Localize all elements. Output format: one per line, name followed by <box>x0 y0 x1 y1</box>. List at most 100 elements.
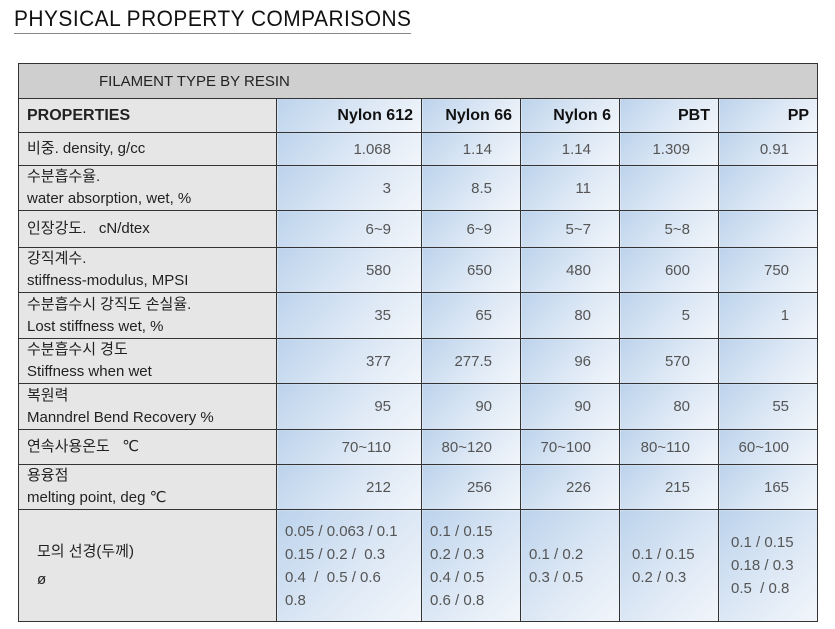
value-cell: 80 <box>619 383 719 430</box>
property-label-line: 수분흡수시 경도 <box>27 341 128 358</box>
diameter-value: 0.18 / 0.3 <box>731 557 794 574</box>
property-label-line: 수분흡수율. <box>27 168 101 185</box>
header-properties: PROPERTIES <box>18 98 277 133</box>
value-cell: 11 <box>520 165 620 211</box>
value-cell: 1.068 <box>276 132 422 166</box>
table-row: 수분흡수율. water absorption, wet, % 3 8.5 11 <box>18 165 819 211</box>
property-label-line: water absorption, wet, % <box>27 190 192 207</box>
value-cell: 1.14 <box>421 132 521 166</box>
property-label: 수분흡수시 경도 Stiffness when wet <box>18 338 277 384</box>
value-cell: 226 <box>520 464 620 510</box>
value-cell <box>717 165 819 211</box>
diameter-cell: 0.1 / 0.15 0.2 / 0.3 0.4 / 0.5 0.6 / 0.8 <box>421 509 521 622</box>
page-title: PHYSICAL PROPERTY COMPARISONS <box>14 6 412 34</box>
property-label-line: 수분흡수시 강직도 손실율. <box>27 295 192 313</box>
property-label-line: Lost stiffness wet, % <box>27 317 164 335</box>
value-cell: 6~9 <box>421 210 521 248</box>
value-cell <box>619 165 719 211</box>
value-cell: 5 <box>619 292 719 339</box>
table-row: 연속사용온도 ℃ 70~110 80~120 70~100 80~110 60~100 <box>18 429 819 465</box>
value-cell: 96 <box>520 338 620 384</box>
value-cell: 1.309 <box>619 132 719 166</box>
diameter-value: 0.1 / 0.2 <box>529 545 584 563</box>
property-label-line: Stiffness when wet <box>27 363 152 380</box>
value-cell: 5~7 <box>520 210 620 248</box>
diameter-value: 0.1 / 0.15 <box>632 545 695 563</box>
value-cell: 0.91 <box>717 132 819 166</box>
value-cell: 55 <box>717 383 819 430</box>
value-cell: 377 <box>276 338 422 384</box>
value-cell: 3 <box>276 165 422 211</box>
property-label-line: Manndrel Bend Recovery % <box>27 408 214 426</box>
property-label-line: 연속사용온도 ℃ <box>27 438 140 455</box>
property-label-line: melting point, deg ℃ <box>27 489 167 506</box>
table-band-row: FILAMENT TYPE BY RESIN <box>17 63 819 99</box>
value-cell: 256 <box>421 464 521 510</box>
property-label-line: 용융점 <box>27 467 69 484</box>
header-row: PROPERTIES Nylon 612 Nylon 66 Nylon 6 PB… <box>18 98 819 133</box>
header-nylon-612: Nylon 612 <box>276 98 422 133</box>
value-cell: 65 <box>421 292 521 339</box>
table-row: 수분흡수시 강직도 손실율. Lost stiffness wet, % 35 65 8… <box>18 292 819 339</box>
value-cell: 5~8 <box>619 210 719 248</box>
diameter-value: 0.2 / 0.3 <box>632 568 687 586</box>
header-nylon-6: Nylon 6 <box>520 98 620 133</box>
value-cell: 80 <box>520 292 620 339</box>
value-cell: 70~110 <box>276 429 422 465</box>
value-cell: 580 <box>276 247 422 293</box>
value-cell: 60~100 <box>717 429 819 465</box>
table-row: 인장강도. cN/dtex 6~9 6~9 5~7 5~8 <box>18 210 819 248</box>
value-cell: 277.5 <box>421 338 521 384</box>
value-cell: 1.14 <box>520 132 620 166</box>
property-label-line: stiffness-modulus, MPSI <box>27 272 189 289</box>
table-row: 수분흡수시 경도 Stiffness when wet 377 277.5 96 570 <box>18 338 819 384</box>
property-label: 비중. density, g/cc <box>18 132 277 166</box>
property-label-line: 모의 선경(두께) <box>37 542 134 560</box>
value-cell: 750 <box>717 247 819 293</box>
value-cell: 8.5 <box>421 165 521 211</box>
value-cell <box>717 210 819 248</box>
property-label-line: 비중. density, g/cc <box>27 140 146 157</box>
table-row: 용융점 melting point, deg ℃ 212 256 226 215 165 <box>18 464 819 510</box>
property-label: 연속사용온도 ℃ <box>18 429 277 465</box>
diameter-cell: 0.1 / 0.15 0.2 / 0.3 <box>619 509 719 622</box>
property-label: 강직계수. stiffness-modulus, MPSI <box>18 247 277 293</box>
value-cell: 600 <box>619 247 719 293</box>
diameter-value: 0.2 / 0.3 <box>430 545 485 563</box>
value-cell: 165 <box>717 464 819 510</box>
value-cell: 6~9 <box>276 210 422 248</box>
value-cell: 1 <box>717 292 819 339</box>
property-label: 모의 선경(두께) ø <box>18 509 277 622</box>
diameter-value: 0.8 <box>285 591 306 609</box>
diameter-value: 0.3 / 0.5 <box>529 568 584 586</box>
diameter-cell: 0.1 / 0.2 0.3 / 0.5 <box>520 509 620 622</box>
diameter-value: 0.1 / 0.15 <box>430 522 493 540</box>
table-row: 비중. density, g/cc 1.068 1.14 1.14 1.309 0.91 <box>18 132 819 166</box>
value-cell: 480 <box>520 247 620 293</box>
value-cell: 80~110 <box>619 429 719 465</box>
value-cell <box>717 338 819 384</box>
property-label-line: ø <box>37 570 47 588</box>
value-cell: 35 <box>276 292 422 339</box>
band-label: FILAMENT TYPE BY RESIN <box>17 63 819 99</box>
value-cell: 90 <box>520 383 620 430</box>
value-cell: 212 <box>276 464 422 510</box>
property-label: 수분흡수시 강직도 손실율. Lost stiffness wet, % <box>18 292 277 339</box>
value-cell: 70~100 <box>520 429 620 465</box>
table-row: 복원력 Manndrel Bend Recovery % 95 90 90 80 55 <box>18 383 819 430</box>
value-cell: 90 <box>421 383 521 430</box>
property-label: 수분흡수율. water absorption, wet, % <box>18 165 277 211</box>
diameter-cell: 0.05 / 0.063 / 0.1 0.15 / 0.2 / 0.3 0.4 / … <box>276 509 422 622</box>
property-label: 용융점 melting point, deg ℃ <box>18 464 277 510</box>
diameter-value: 0.05 / 0.063 / 0.1 <box>285 522 398 540</box>
property-label-line: 복원력 <box>27 386 69 404</box>
value-cell: 215 <box>619 464 719 510</box>
property-label-line: 강직계수. <box>27 250 87 267</box>
header-nylon-66: Nylon 66 <box>421 98 521 133</box>
value-cell: 650 <box>421 247 521 293</box>
diameter-value: 0.4 / 0.5 <box>430 568 485 586</box>
value-cell: 95 <box>276 383 422 430</box>
diameter-value: 0.15 / 0.2 / 0.3 <box>285 545 386 563</box>
diameter-value: 0.6 / 0.8 <box>430 591 485 609</box>
value-cell: 570 <box>619 338 719 384</box>
